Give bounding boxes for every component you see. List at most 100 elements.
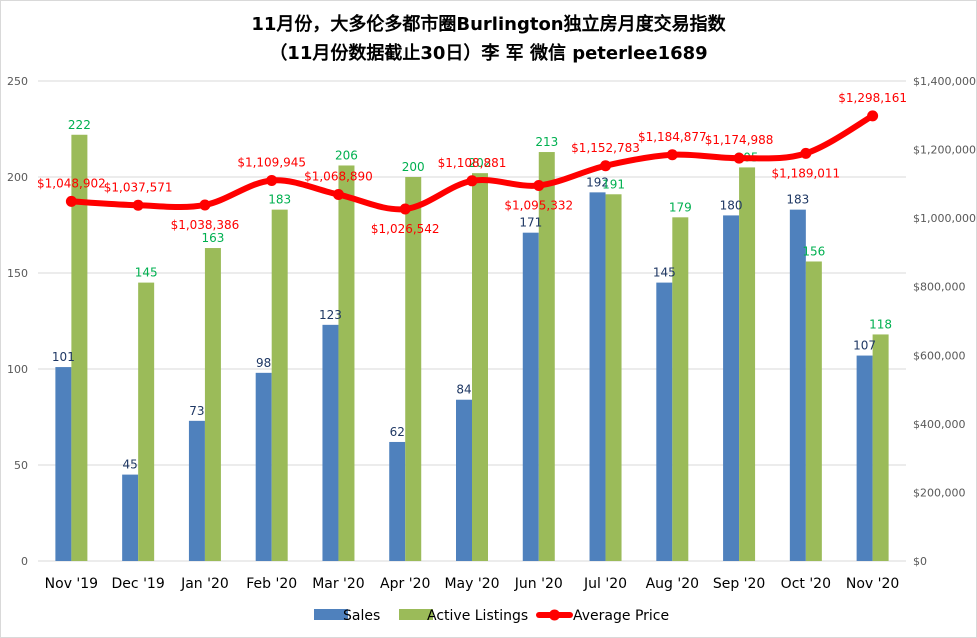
legend-label-sales: Sales: [343, 608, 380, 624]
bar-active-listings: [71, 134, 88, 561]
y-right-tick-label: $200,000: [913, 486, 966, 499]
data-label-active-listings: 191: [602, 177, 625, 191]
data-label-sales: 62: [390, 425, 405, 439]
bar-active-listings: [204, 248, 221, 562]
data-label-active-listings: 163: [201, 231, 224, 245]
legend-label-active-listings: Active Listings: [427, 608, 528, 624]
x-tick-label: Mar '20: [312, 576, 365, 592]
x-tick-label: Oct '20: [781, 576, 831, 592]
data-label-sales: 123: [319, 308, 342, 322]
y-right-tick-label: $0: [913, 555, 927, 568]
bar-active-listings: [672, 217, 689, 561]
x-tick-label: Jul '20: [583, 576, 627, 592]
data-label-average-price: $1,108,881: [438, 156, 507, 170]
point-average-price: [132, 199, 144, 211]
bar-sales: [456, 399, 472, 561]
data-label-sales: 183: [786, 193, 809, 207]
chart-title: 11月份，大多伦多都市圈Burlington独立房月度交易指数: [251, 14, 726, 35]
bar-sales: [789, 209, 806, 561]
x-tick-label: May '20: [444, 576, 499, 592]
point-average-price: [533, 179, 545, 191]
bar-sales: [255, 372, 272, 561]
bar-sales: [856, 355, 873, 561]
bar-sales: [322, 324, 339, 561]
bar-active-listings: [739, 167, 756, 561]
bar-sales: [188, 420, 205, 561]
point-average-price: [266, 174, 278, 186]
data-label-average-price: $1,152,783: [571, 141, 640, 155]
data-label-active-listings: 118: [869, 317, 892, 331]
legend-marker-average-price: [549, 609, 560, 621]
data-label-active-listings: 213: [535, 135, 558, 149]
x-tick-label: Nov '20: [846, 576, 899, 592]
x-tick-label: Aug '20: [646, 576, 699, 592]
legend-swatch-sales: [314, 609, 348, 620]
data-label-average-price: $1,189,011: [771, 166, 840, 180]
bar-sales: [122, 474, 139, 561]
data-label-active-listings: 183: [268, 193, 291, 207]
bar-sales: [55, 367, 72, 561]
data-label-average-price: $1,026,542: [371, 222, 440, 236]
data-label-active-listings: 202: [469, 156, 492, 170]
bar-sales: [522, 232, 539, 561]
chart-subtitle: （11月份数据截止30日）李 军 微信 peterlee1689: [269, 43, 708, 64]
bar-active-listings: [872, 334, 889, 561]
point-average-price: [399, 203, 411, 215]
bar-sales: [656, 282, 673, 561]
y-right-tick-label: $1,200,000: [913, 144, 976, 157]
y-left-tick-label: 250: [7, 75, 28, 88]
x-tick-label: Feb '20: [246, 576, 297, 592]
bar-active-listings: [271, 209, 288, 561]
legend-label-average-price: Average Price: [573, 608, 669, 624]
data-label-average-price: $1,109,945: [237, 155, 306, 169]
y-right-tick-label: $1,400,000: [913, 75, 976, 88]
data-label-active-listings: 156: [802, 244, 825, 258]
bar-active-listings: [138, 282, 155, 561]
data-label-sales: 145: [653, 266, 676, 280]
y-left-tick-label: 50: [14, 459, 28, 472]
data-label-sales: 98: [256, 356, 271, 370]
data-label-sales: 73: [189, 404, 204, 418]
data-label-active-listings: 206: [335, 148, 358, 162]
y-right-tick-label: $400,000: [913, 418, 966, 431]
data-label-average-price: $1,298,161: [838, 91, 907, 105]
bar-sales: [589, 192, 606, 562]
data-label-sales: 171: [519, 216, 542, 230]
data-label-active-listings: 145: [135, 266, 158, 280]
data-label-sales: 192: [586, 175, 609, 189]
y-right-tick-label: $800,000: [913, 281, 966, 294]
y-right-tick-label: $600,000: [913, 349, 966, 362]
data-label-average-price: $1,038,386: [171, 218, 240, 232]
x-tick-label: Dec '19: [112, 576, 165, 592]
bar-active-listings: [538, 152, 555, 562]
data-label-average-price: $1,037,571: [104, 180, 173, 194]
bar-sales: [723, 215, 740, 561]
data-label-average-price: $1,095,332: [504, 198, 573, 212]
bar-active-listings: [338, 165, 355, 562]
point-average-price: [800, 147, 812, 159]
data-label-sales: 45: [123, 458, 138, 472]
data-label-average-price: $1,048,902: [37, 176, 106, 190]
point-average-price: [733, 152, 745, 164]
point-average-price: [65, 195, 77, 207]
x-tick-label: Jun '20: [514, 576, 563, 592]
y-right-tick-label: $1,000,000: [913, 212, 976, 225]
point-average-price: [666, 149, 678, 161]
data-label-sales: 84: [456, 383, 471, 397]
data-label-sales: 180: [720, 198, 743, 212]
bar-active-listings: [605, 194, 622, 561]
bar-active-listings: [405, 177, 422, 561]
bar-active-listings: [805, 261, 822, 561]
data-label-active-listings: 200: [402, 160, 425, 174]
data-label-average-price: $1,184,877: [638, 130, 707, 144]
data-label-active-listings: 179: [669, 200, 692, 214]
point-average-price: [466, 175, 478, 187]
x-tick-label: Jan '20: [180, 576, 229, 592]
point-average-price: [199, 199, 211, 211]
legend-swatch-active-listings: [399, 609, 433, 620]
y-left-tick-label: 150: [7, 267, 28, 280]
y-left-tick-label: 0: [21, 555, 28, 568]
data-label-average-price: $1,174,988: [705, 133, 774, 147]
y-left-tick-label: 200: [7, 171, 28, 184]
